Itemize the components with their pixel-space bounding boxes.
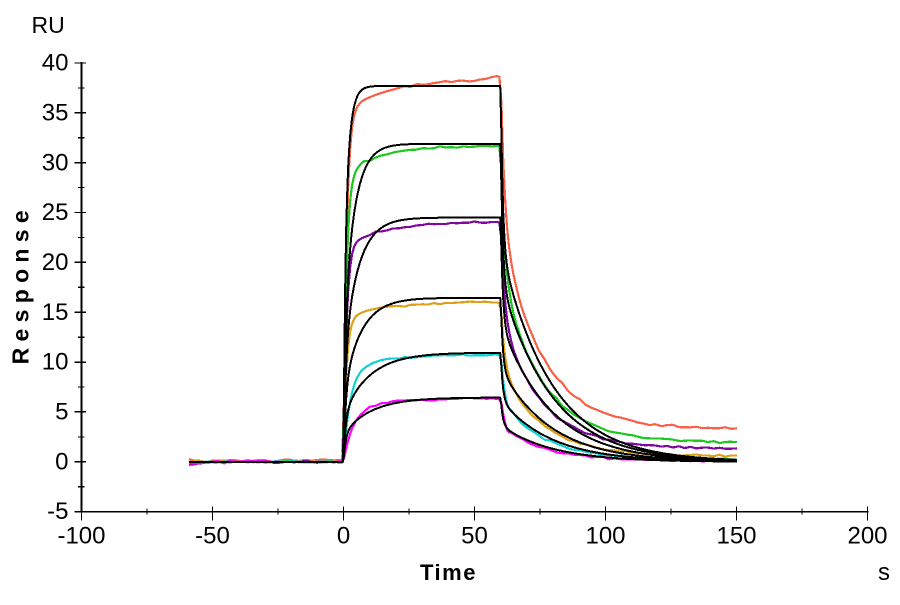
svg-text:0: 0 bbox=[55, 448, 68, 475]
svg-text:30: 30 bbox=[42, 149, 69, 176]
svg-text:-50: -50 bbox=[195, 523, 230, 550]
svg-text:s: s bbox=[878, 559, 890, 586]
svg-text:0: 0 bbox=[337, 523, 350, 550]
svg-text:50: 50 bbox=[461, 523, 488, 550]
svg-text:40: 40 bbox=[42, 50, 69, 77]
svg-text:-5: -5 bbox=[47, 498, 68, 525]
svg-text:Response: Response bbox=[8, 204, 34, 364]
svg-text:200: 200 bbox=[847, 523, 887, 550]
svg-text:150: 150 bbox=[716, 523, 756, 550]
svg-text:10: 10 bbox=[42, 349, 69, 376]
svg-text:-100: -100 bbox=[57, 523, 105, 550]
svg-text:100: 100 bbox=[585, 523, 625, 550]
svg-text:25: 25 bbox=[42, 199, 69, 226]
svg-text:15: 15 bbox=[42, 299, 69, 326]
svg-text:5: 5 bbox=[55, 399, 68, 426]
svg-text:35: 35 bbox=[42, 99, 69, 126]
svg-text:RU: RU bbox=[32, 12, 65, 38]
svg-text:Time: Time bbox=[420, 560, 477, 585]
svg-text:20: 20 bbox=[42, 249, 69, 276]
